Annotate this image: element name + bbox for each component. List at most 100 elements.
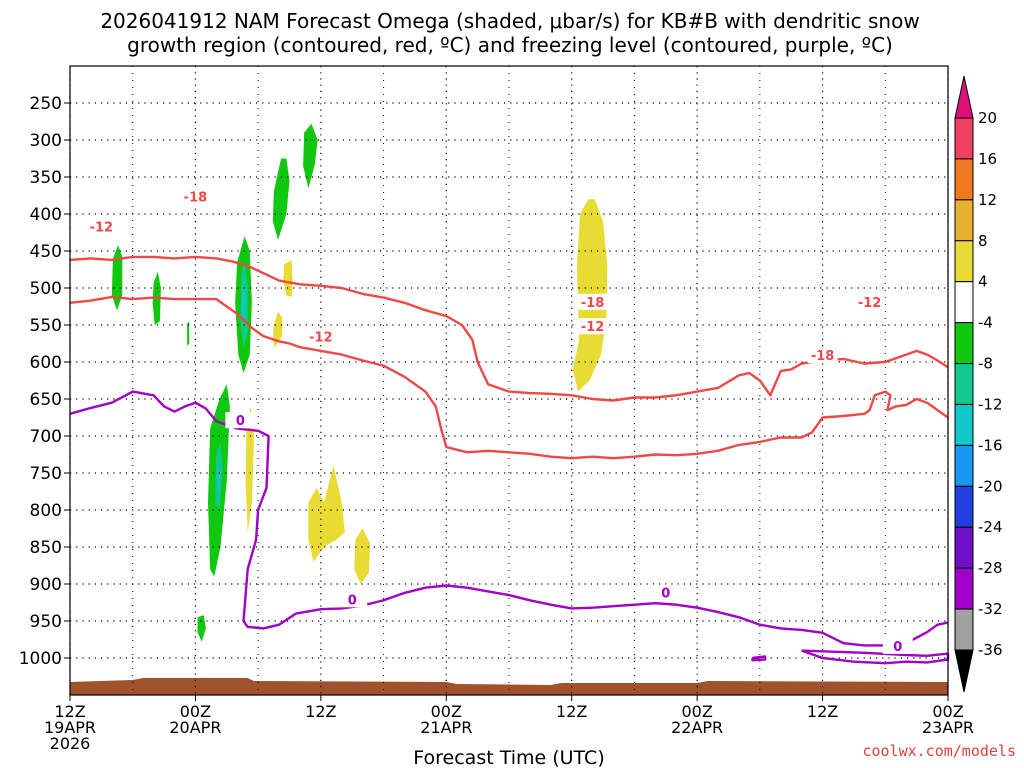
dendritic-contour-label: -12 [581,320,605,335]
colorbar-swatch [954,240,974,283]
y-tick-label: 650 [30,390,62,410]
omega-region-10 [241,288,246,322]
colorbar-swatch [954,403,974,446]
colorbar-label: -4 [978,314,993,332]
colorbar-label: 12 [978,191,997,209]
x-tick-label: 21APR [420,718,472,737]
y-tick-label: 850 [30,538,62,558]
dendritic-contour-1 [69,295,949,460]
freezing-contour-4 [751,655,767,662]
colorbar: 20 16 12 8 4 -4 -8 -12 -16 -20 -24 -28 -32 -36 [954,75,1003,693]
omega-region-14 [245,406,254,533]
colorbar-top-arrow [954,75,974,119]
dendritic-contour-label: -18 [184,191,208,206]
x-tick-label: 12Z [807,702,838,721]
contour-layer: -18 -18 -18 -12 -12 -12 -12 0 0 0 0 [69,188,950,665]
x-tick-label: 12Z [305,702,336,721]
y-tick-label: 450 [30,242,62,262]
freezing-contour-2 [69,390,949,647]
x-tick-label: 00Z [180,702,211,721]
colorbar-swatch [954,363,974,405]
colorbar-swatch [954,485,974,528]
contour-label-bg [577,318,608,335]
terrain-layer [70,678,948,695]
dendritic-contour-label: -12 [858,296,882,311]
contour-label-bg [882,637,913,654]
colorbar-label: 8 [978,232,988,250]
y-tick-label: 600 [30,353,62,373]
colorbar-label: 4 [978,273,988,291]
plot-frame [69,65,949,696]
omega-region-13 [272,311,283,348]
colorbar-swatch [954,199,974,242]
dendritic-contour-label: -12 [90,220,114,235]
x-tick-label: 00Z [932,702,963,721]
x-tick-label: 23APR [922,718,974,737]
colorbar-swatch [954,117,974,160]
colorbar-label: -32 [978,600,1003,618]
contour-label-bg [650,584,681,601]
x-tick-label: 22APR [671,718,723,737]
grid-layer [69,66,949,695]
dendritic-contour-label: -12 [309,331,333,346]
colorbar-bottom-arrow [954,649,974,693]
colorbar-label: -20 [978,477,1003,495]
dendritic-contour-0 [69,255,949,402]
colorbar-swatch [954,444,974,487]
x-tick-label: 19APR [44,718,96,737]
omega-region-12 [283,259,293,297]
terrain-band [70,678,948,695]
y-tick-label: 500 [30,279,62,299]
colorbar-label: -12 [978,395,1003,413]
y-tick-label: 950 [30,612,62,632]
colorbar-label: -36 [978,641,1003,659]
freezing-contour-label: 0 [348,593,357,608]
omega-shading-layer [111,123,608,642]
x-tick-label: 20APR [169,718,221,737]
x-tick-label: 12Z [556,702,587,721]
y-tick-label: 350 [30,168,62,188]
omega-region-2 [187,321,190,346]
contour-label-bg [225,412,256,429]
contour-label-bg [854,293,885,310]
y-tick-label: 750 [30,464,62,484]
contour-label-bg [180,188,211,205]
y-tick-label: 900 [30,575,62,595]
y-tick-label: 800 [30,501,62,521]
colorbar-label: -28 [978,559,1003,577]
x-axis-label: Forecast Time (UTC) [413,747,604,768]
contour-label-bg [305,328,336,345]
axes-layer: 250 300 350 400 450 500 550 600 650 700 750 800 850 9… [19,65,974,753]
x-tick-label: 2026 [50,734,91,753]
omega-region-16 [354,528,370,584]
colorbar-swatch [954,158,974,201]
omega-region-7 [303,123,318,189]
y-tick-label: 700 [30,427,62,447]
freezing-contour-label: 0 [893,640,902,655]
omega-region-15 [308,465,345,562]
y-tick-label: 1000 [19,649,62,669]
contour-label-bg [807,347,838,364]
omega-region-5 [197,615,206,642]
y-tick-label: 400 [30,205,62,225]
omega-region-6 [272,158,290,240]
x-tick-label: 12Z [54,702,85,721]
x-tick-label: 00Z [681,702,712,721]
contour-label-bg [577,293,608,310]
colorbar-swatch [954,281,974,324]
colorbar-label: 20 [978,109,997,127]
omega-region-0 [111,245,123,311]
credit-label: coolwx.com/models [862,742,1016,760]
y-tick-label: 250 [30,94,62,114]
y-tick-label: 550 [30,316,62,336]
x-tick-label: 00Z [431,702,462,721]
y-tick-label: 300 [30,131,62,151]
freezing-contour-label: 0 [661,587,670,602]
chart-title-line2: growth region (contoured, red, ºC) and f… [127,33,893,57]
chart-title-line1: 2026041912 NAM Forecast Omega (shaded, μ… [100,9,919,33]
dendritic-contour-label: -18 [811,349,835,364]
colorbar-swatch [954,608,974,651]
colorbar-label: -16 [978,436,1003,454]
colorbar-label: 16 [978,150,997,168]
